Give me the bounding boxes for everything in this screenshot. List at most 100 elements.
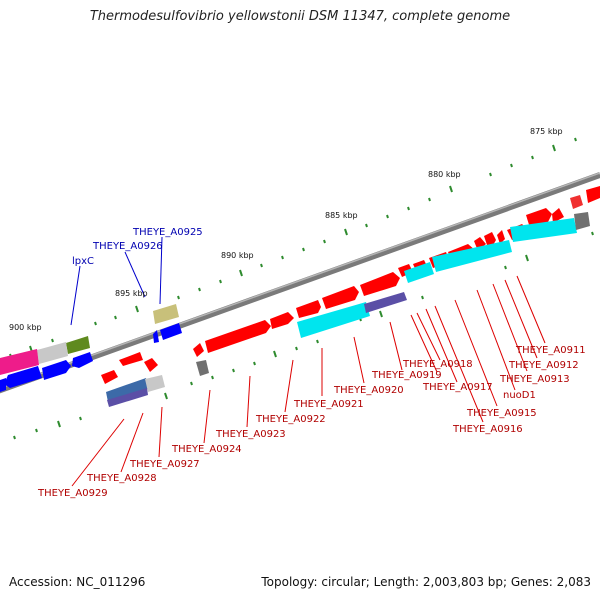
- pink-feature: [0, 349, 39, 375]
- ruler-tick: [51, 338, 54, 343]
- gene-label-a0915: THEYE_A0915: [466, 408, 537, 419]
- ruler-tick: [94, 321, 97, 326]
- leader-line: [425, 308, 458, 383]
- rna-feature: [510, 218, 577, 242]
- cds-arrow: [101, 370, 118, 384]
- ruler-tick: [525, 254, 529, 262]
- ruler-tick: [344, 228, 348, 236]
- gene-label-a0925: THEYE_A0925: [132, 227, 203, 238]
- khaki-feature: [153, 304, 179, 324]
- ruler-label-885: 885 kbp: [325, 211, 358, 220]
- ruler-tick: [135, 305, 139, 313]
- gene-label-a0923: THEYE_A0923: [215, 429, 286, 440]
- gene-label-a0920: THEYE_A0920: [333, 385, 404, 396]
- ruler-tick: [198, 287, 201, 292]
- ruler-tick: [489, 172, 492, 177]
- leader-line: [70, 265, 81, 326]
- leader-line: [389, 321, 403, 371]
- cds-arrow: [205, 320, 271, 353]
- ruler-tick: [114, 315, 117, 320]
- map-title: Thermodesulfovibrio yellowstonii DSM 113…: [89, 9, 511, 24]
- cds-arrow: [144, 358, 158, 372]
- topology-text: Topology: circular; Length: 2,003,803 bp…: [261, 575, 591, 589]
- gene-label-a0927: THEYE_A0927: [129, 459, 200, 470]
- lpxc-feature: [66, 336, 90, 354]
- ruler-tick: [428, 197, 431, 202]
- gene-label-a0913: THEYE_A0913: [499, 374, 570, 385]
- gene-label-nuod1: nuoD1: [503, 390, 536, 401]
- leader-line: [353, 336, 365, 384]
- leader-line: [203, 389, 211, 444]
- ruler-tick: [211, 375, 214, 380]
- blue-leaders: [70, 236, 163, 326]
- ruler-tick: [323, 239, 326, 244]
- genome-backbone: [0, 172, 600, 394]
- ruler-tick: [273, 350, 277, 358]
- gene-label-a0924: THEYE_A0924: [171, 444, 242, 455]
- cds-reverse: [0, 378, 6, 392]
- gene-label-a0918: THEYE_A0918: [402, 359, 473, 370]
- genome-backbone-highlight: [0, 172, 600, 390]
- gene-label-a0911: THEYE_A0911: [515, 345, 586, 356]
- cds-reverse: [4, 366, 42, 388]
- ruler-tick: [239, 269, 243, 277]
- rna-feature: [297, 302, 370, 338]
- leader-line: [71, 418, 125, 487]
- cds-arrow: [526, 208, 552, 228]
- ruler-tick: [421, 295, 424, 300]
- cds-reverse: [160, 323, 182, 340]
- leader-line: [476, 289, 516, 391]
- ruler-tick: [35, 428, 38, 433]
- leader-line: [416, 312, 441, 361]
- ruler-tick: [232, 368, 235, 373]
- ruler-tick: [379, 310, 383, 318]
- red-leaders: [71, 275, 546, 487]
- leader-line: [516, 275, 546, 344]
- grey-feature: [37, 342, 68, 364]
- leader-line: [158, 406, 163, 458]
- ruler-label-875: 875 kbp: [530, 127, 563, 136]
- cds-arrow: [360, 272, 400, 296]
- ruler-tick: [449, 185, 453, 193]
- gene-label-a0919: THEYE_A0919: [371, 370, 442, 381]
- inner-ruler: [13, 231, 594, 440]
- ruler-tick: [260, 263, 263, 268]
- gene-label-a0922: THEYE_A0922: [255, 414, 326, 425]
- cyan-feature-group: [297, 218, 577, 338]
- leader-line: [246, 375, 251, 428]
- ruler-label-880: 880 kbp: [428, 170, 461, 179]
- grey-feature: [145, 375, 165, 392]
- ruler-tick: [574, 137, 577, 142]
- ruler-label-900: 900 kbp: [9, 323, 42, 332]
- ruler-tick: [316, 339, 319, 344]
- ruler-label-890: 890 kbp: [221, 251, 254, 260]
- leader-line: [120, 412, 144, 473]
- cds-reverse: [72, 352, 93, 368]
- leader-line: [454, 299, 498, 407]
- cds-arrow: [193, 343, 204, 357]
- rna-feature: [432, 240, 512, 272]
- ruler-tick: [591, 231, 594, 236]
- leader-line: [492, 283, 528, 372]
- ruler-tick: [552, 144, 556, 152]
- ruler-tick: [504, 265, 507, 270]
- ruler-tick: [190, 381, 193, 386]
- outer-ruler: [9, 137, 577, 358]
- ruler-tick: [164, 392, 168, 400]
- ruler-tick: [407, 206, 410, 211]
- ruler-tick: [531, 155, 534, 160]
- ruler-tick: [79, 416, 82, 421]
- ruler-label-895: 895 kbp: [115, 289, 148, 298]
- ruler-tick: [302, 247, 305, 252]
- cds-reverse: [42, 360, 71, 380]
- grey-feature: [574, 212, 590, 230]
- gene-label-a0926: THEYE_A0926: [92, 241, 163, 252]
- gene-label-a0917: THEYE_A0917: [422, 382, 493, 393]
- cds-arrow: [322, 286, 359, 309]
- leader-line: [504, 279, 538, 359]
- ruler-tick: [365, 223, 368, 228]
- gene-label-a0921: THEYE_A0921: [293, 399, 364, 410]
- gene-label-a0928: THEYE_A0928: [86, 473, 157, 484]
- accession-text: Accession: NC_011296: [9, 575, 146, 589]
